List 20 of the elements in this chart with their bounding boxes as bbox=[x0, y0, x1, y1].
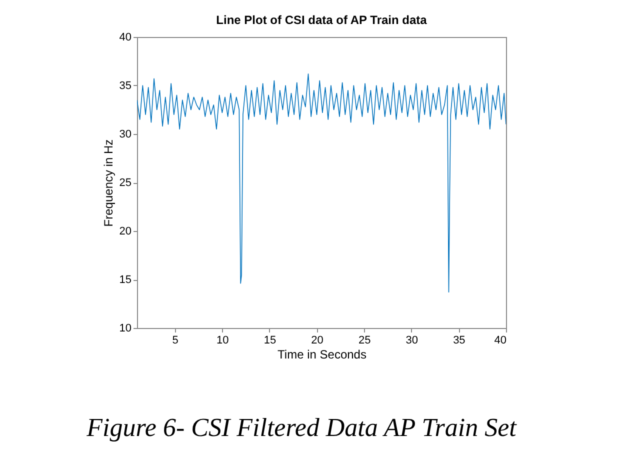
x-axis-title: Time in Seconds bbox=[278, 348, 366, 362]
caption: Figure 6- CSI Filtered Data AP Train Set bbox=[86, 413, 518, 442]
y-tick-label: 25 bbox=[119, 177, 132, 189]
x-tick-label: 25 bbox=[358, 334, 371, 346]
x-tick-label: 40 bbox=[494, 334, 506, 346]
x-tick-label: 5 bbox=[172, 334, 178, 346]
x-tick-label: 35 bbox=[453, 334, 466, 346]
x-tick-label: 15 bbox=[264, 334, 276, 346]
y-axis-title: Frequency in Hz bbox=[101, 139, 116, 227]
y-tick-label: 30 bbox=[119, 128, 132, 140]
y-tick-label: 20 bbox=[119, 226, 132, 238]
x-tick-label: 30 bbox=[406, 334, 418, 346]
y-tick-label: 10 bbox=[119, 322, 132, 334]
y-tick-label: 35 bbox=[119, 80, 132, 92]
x-tick-label: 10 bbox=[216, 334, 229, 346]
x-tick-label: 20 bbox=[311, 334, 324, 346]
chart-title: Line Plot of CSI data of AP Train data bbox=[216, 13, 428, 27]
y-tick-label: 15 bbox=[119, 274, 132, 286]
y-tick-label: 40 bbox=[119, 32, 132, 44]
line-series bbox=[137, 73, 506, 293]
